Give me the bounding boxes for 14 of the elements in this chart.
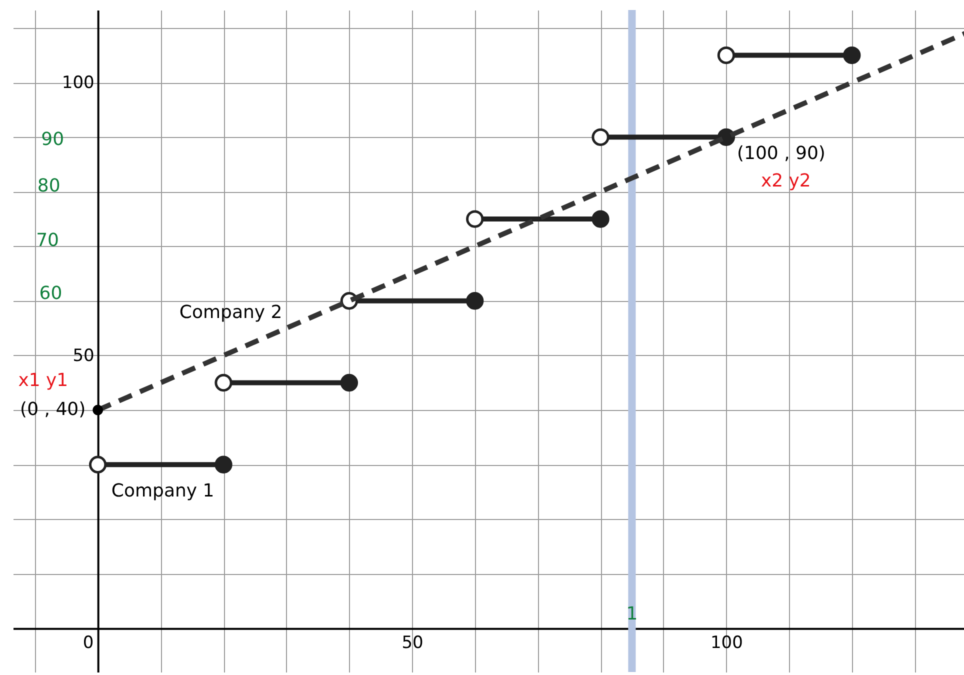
annotation: (0 , 40) — [20, 399, 86, 420]
annotation: 60 — [39, 282, 62, 304]
annotation: 80 — [37, 175, 60, 196]
series-label: Company 1 — [111, 480, 214, 502]
x-tick-label: 100 — [710, 632, 743, 653]
annotation: (100 , 90) — [736, 143, 826, 164]
annotation: x2 y2 — [760, 170, 811, 192]
x-tick-label: 50 — [402, 632, 424, 653]
annotation: x1 y1 — [18, 370, 68, 392]
x-tick-label: 0 — [82, 632, 94, 653]
annotation: 90 — [41, 128, 64, 150]
series-label: Company 2 — [179, 302, 282, 324]
annotation: 70 — [36, 230, 60, 251]
annotation: 1 — [626, 604, 638, 625]
